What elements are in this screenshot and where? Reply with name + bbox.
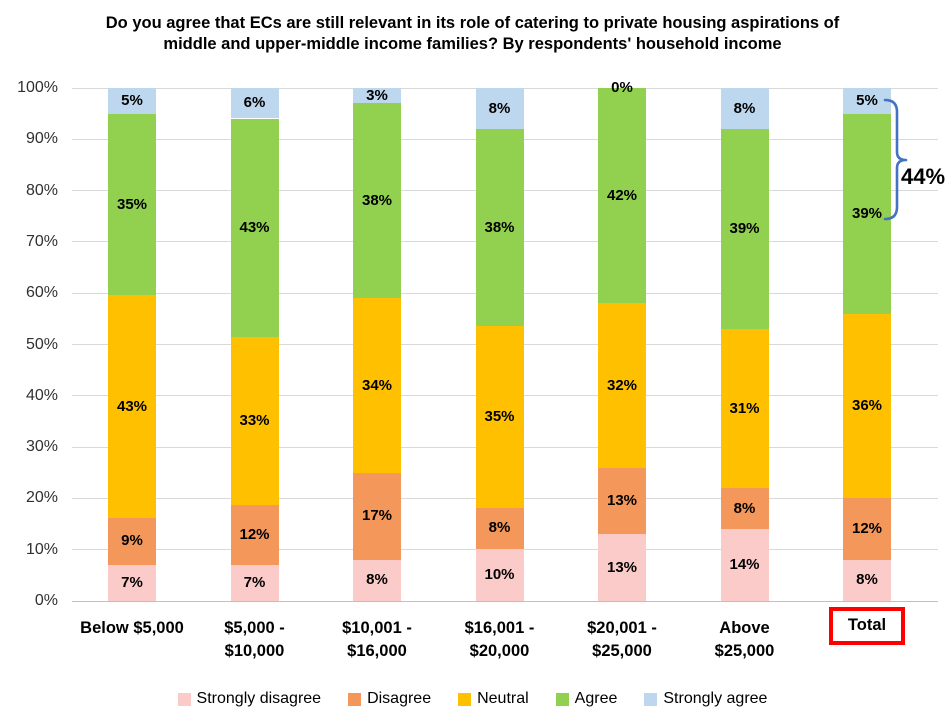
- bar-segment: [108, 113, 156, 296]
- x-axis-category-label: $5,000 - $10,000: [180, 617, 330, 663]
- category-label-text: $5,000 - $10,000: [224, 617, 285, 663]
- gridline: [72, 600, 938, 602]
- bar-segment: [843, 313, 891, 499]
- legend-item: Agree: [555, 689, 618, 709]
- legend-swatch-icon: [348, 692, 362, 706]
- y-axis-tick-label: 0%: [34, 592, 58, 609]
- bar-segment: [230, 88, 279, 119]
- highlighted-category-box: Total: [828, 607, 906, 645]
- y-axis-tick-label: 60%: [25, 284, 58, 302]
- bar-segment: [108, 88, 156, 114]
- category-label-line: $25,000: [592, 642, 652, 660]
- bar-segment: [843, 113, 891, 314]
- bar-segment: [353, 103, 401, 299]
- legend-item: Disagree: [348, 689, 431, 709]
- annotation-44-percent-label: 44%: [901, 164, 945, 189]
- category-label-line: Below $5,000: [80, 619, 184, 637]
- x-axis-category-label: Above $25,000: [670, 617, 820, 663]
- category-label-text: $16,001 - $20,000: [465, 617, 535, 663]
- bar-segment: [230, 118, 279, 337]
- chart-title-line-1: Do you agree that ECs are still relevant…: [105, 14, 840, 32]
- bar-segment: [353, 298, 401, 473]
- bar-segment: [843, 559, 891, 601]
- bar-segment: [720, 129, 769, 330]
- bar-segment: [475, 549, 524, 601]
- plot-area: 7% 9% 43% 35% 5% 7% 12% 33% 43% 6% 8% 17% 34% 38% 3% 10…: [72, 79, 938, 602]
- category-label-line: $20,000: [469, 642, 530, 660]
- legend-item: Strongly disagree: [177, 689, 322, 709]
- bar-segment: [475, 129, 524, 327]
- legend-label: Strongly disagree: [196, 690, 322, 707]
- bar-segment: [720, 529, 769, 601]
- category-label-line: $16,001 -: [464, 619, 535, 637]
- y-axis-tick-label: 80%: [25, 181, 58, 199]
- bar-segment: [720, 88, 769, 130]
- y-axis-tick-label: 50%: [25, 335, 58, 353]
- y-axis-tick-label: 20%: [25, 489, 58, 507]
- legend-label: Neutral: [477, 690, 529, 707]
- category-label-line: $10,000: [224, 642, 285, 660]
- chart-title: Do you agree that ECs are still relevant…: [0, 13, 945, 55]
- category-label-line: $16,000: [347, 642, 407, 660]
- bar-segment: [353, 472, 401, 560]
- legend: Strongly disagree Disagree Neutral Agree Str…: [0, 689, 945, 709]
- bar-segment: [720, 329, 769, 489]
- bar-segment: [843, 88, 891, 114]
- x-axis-category-label: Total: [792, 607, 942, 645]
- chart-title-line-2: middle and upper-middle income families?…: [163, 35, 782, 53]
- category-label-line: Total: [847, 616, 887, 634]
- legend-label: Agree: [574, 690, 618, 707]
- bar-segment: [108, 518, 156, 565]
- bar-segment: [108, 564, 156, 601]
- category-label-line: Above: [719, 619, 770, 637]
- bar-segment: [353, 559, 401, 601]
- category-label-text: $20,001 - $25,000: [587, 617, 657, 663]
- bar-segment: [230, 504, 279, 566]
- category-label-line: $25,000: [714, 642, 775, 660]
- y-axis-tick-label: 10%: [25, 540, 58, 558]
- x-axis-category-label: $10,001 - $16,000: [302, 617, 452, 663]
- x-axis-category-label: Below $5,000: [57, 617, 207, 640]
- y-axis-tick-label: 70%: [25, 232, 58, 250]
- x-axis-category-label: $20,001 - $25,000: [547, 617, 697, 663]
- legend-label: Disagree: [367, 690, 432, 707]
- y-axis-tick-label: 90%: [25, 130, 58, 148]
- legend-swatch-icon: [555, 692, 569, 706]
- bar-segment: [475, 326, 524, 508]
- y-axis-tick-label: 30%: [25, 438, 58, 456]
- category-label-text: Below $5,000: [80, 617, 184, 640]
- legend-item: Neutral: [458, 689, 529, 709]
- legend-swatch-icon: [177, 692, 191, 706]
- legend-swatch-icon: [644, 692, 658, 706]
- bar-segment: [843, 498, 891, 560]
- bar-segment: [598, 88, 646, 304]
- y-axis-tick-label: 100%: [17, 79, 58, 96]
- bar-segment: [598, 467, 646, 535]
- bar-segment: [230, 336, 279, 505]
- gridline: [72, 87, 938, 89]
- y-axis-tick-label: 40%: [25, 386, 58, 404]
- x-axis-category-label: $16,001 - $20,000: [425, 617, 575, 663]
- legend-swatch-icon: [458, 692, 472, 706]
- bar-segment: [108, 295, 156, 519]
- bar-segment: [475, 88, 524, 130]
- category-label-line: $20,001 -: [587, 619, 657, 637]
- category-label-line: $10,001 -: [342, 619, 412, 637]
- category-label-line: $5,000 -: [224, 619, 285, 637]
- bar-segment: [598, 534, 646, 601]
- category-label-text: $10,001 - $16,000: [342, 617, 412, 663]
- bar-segment: [230, 565, 279, 601]
- legend-item: Strongly agree: [644, 689, 767, 709]
- category-label-text: Above $25,000: [715, 617, 775, 663]
- bar-segment: [353, 88, 401, 104]
- bar-segment: [598, 303, 646, 468]
- bar-segment: [720, 488, 769, 530]
- legend-label: Strongly agree: [663, 690, 768, 707]
- bar-segment: [475, 507, 524, 550]
